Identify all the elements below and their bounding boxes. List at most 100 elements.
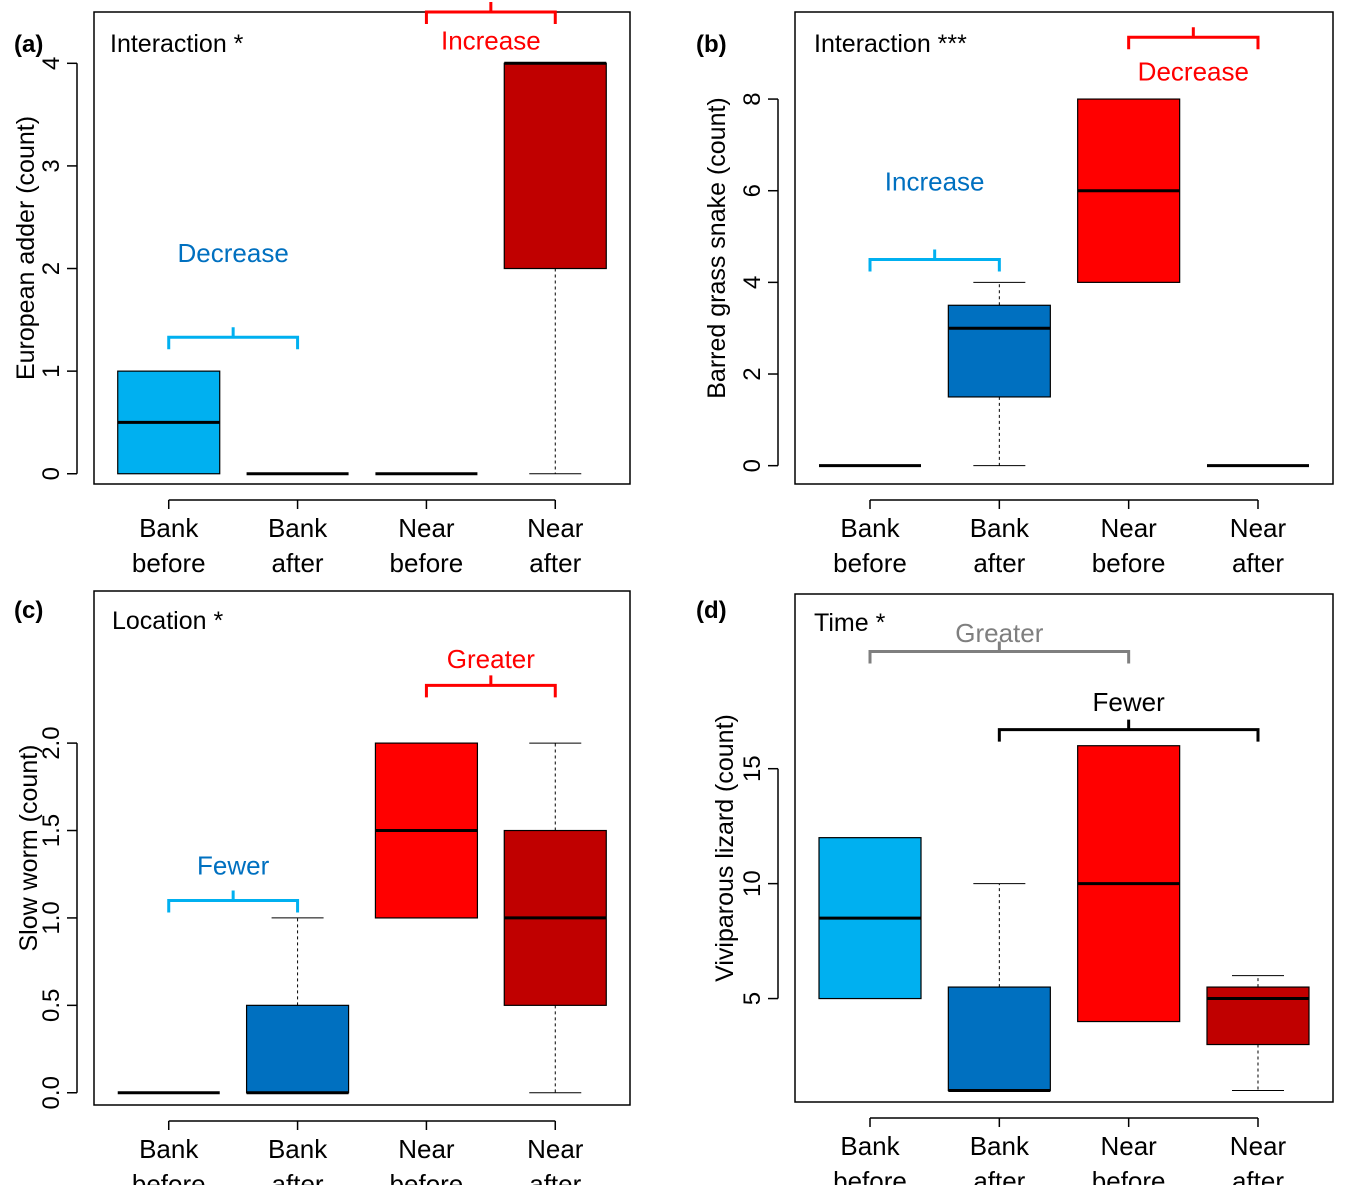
y-axis-label: Barred grass snake (count) [703,97,731,399]
x-tick-label-line1: Bank [970,1131,1030,1161]
x-tick-label-line2: after [272,1169,324,1185]
box-2 [374,742,479,919]
x-tick-label-line1: Near [1100,513,1157,543]
box-3 [503,742,607,1094]
x-tick-label-line1: Near [527,513,584,543]
panel-label: (c) [14,597,43,624]
x-tick-label-line1: Bank [139,513,199,543]
x-tick-label-line1: Bank [139,1134,199,1164]
bracket-1 [424,2,557,24]
bracket-label: Fewer [197,850,270,880]
box-3 [503,61,607,475]
box-body [503,62,607,270]
x-tick-label-line2: before [1092,548,1166,578]
y-tick-label: 0 [38,467,65,480]
x-tick-label-line1: Near [527,1134,584,1164]
y-tick-label: 0.0 [38,1076,65,1109]
box-0 [818,837,922,1000]
bracket-0 [868,249,1001,272]
panel-label: (b) [696,31,727,58]
y-tick-label: 5 [739,992,766,1005]
plot-frame [794,593,1334,1103]
x-tick-label-line1: Bank [268,513,328,543]
y-tick-label: 2 [739,367,766,380]
x-tick-label-line2: before [833,1166,907,1185]
x-tick-label-line2: before [833,548,907,578]
bracket-label: Decrease [178,238,289,268]
y-tick-label: 2 [38,262,65,275]
y-tick-label: 1.0 [38,901,65,934]
box-2 [1077,98,1181,283]
x-tick-label-line1: Bank [840,1131,900,1161]
y-tick-label: 8 [739,92,766,105]
x-tick-label-line2: before [1092,1166,1166,1185]
box-2 [1077,745,1181,1023]
plot-frame [93,11,631,485]
x-tick-label-line1: Bank [970,513,1030,543]
box-0 [117,370,221,475]
x-tick-label-line2: after [973,1166,1025,1185]
y-tick-label: 3 [38,159,65,172]
y-tick-label: 4 [739,276,766,289]
y-tick-label: 1 [38,364,65,377]
x-tick-label-line2: after [272,548,324,578]
y-tick-label: 6 [739,184,766,197]
bracket-1 [424,675,557,698]
plot-frame [93,590,631,1106]
box-1 [947,883,1051,1093]
box-3 [1206,975,1310,1092]
bracket-label: Increase [885,167,985,197]
y-axis-label: Viviparous lizard (count) [711,714,739,982]
x-tick-label-line1: Near [1230,513,1287,543]
y-tick-label: 0.5 [38,989,65,1022]
x-tick-label-line2: before [132,1169,206,1185]
x-tick-label-line2: after [529,1169,581,1185]
x-tick-label-line2: before [390,548,464,578]
significance-annotation: Location * [112,607,223,635]
bracket-label: Fewer [1093,687,1166,717]
bracket-1 [997,719,1260,742]
significance-annotation: Interaction *** [814,30,967,58]
y-tick-label: 15 [739,755,766,782]
bracket-label: Greater [955,618,1043,648]
panel-label: (a) [14,31,43,58]
x-tick-label-line1: Near [398,513,455,543]
x-tick-label-line1: Bank [840,513,900,543]
panel-b: (b) Interaction *** 0 2 4 6 8 Barred grass snak… [696,11,1334,578]
box-body [947,986,1051,1092]
x-tick-label-line2: before [390,1169,464,1185]
x-tick-label-line1: Bank [268,1134,328,1164]
panel-a: (a) Interaction * 0 1 2 3 4 European adder (cou… [12,2,631,578]
bracket-0 [167,890,300,913]
x-tick-label-line2: after [1232,548,1284,578]
panel-label: (d) [696,597,727,624]
x-tick-label-line2: after [1232,1166,1284,1185]
y-tick-label: 4 [38,57,65,70]
bracket-label: Greater [447,644,535,674]
box-body [245,1004,350,1094]
box-body [1206,986,1310,1046]
y-tick-label: 1.5 [38,814,65,847]
x-tick-label-line1: Near [1100,1131,1157,1161]
box-1 [947,281,1051,467]
y-axis-label: European adder (count) [12,116,40,380]
bracket-1 [1127,27,1260,50]
bracket-0 [167,327,300,350]
plot-frame [794,11,1334,485]
box-body [947,304,1051,398]
y-axis-label: Slow worm (count) [15,745,43,952]
bracket-0 [868,641,1131,664]
bracket-label: Decrease [1138,57,1249,87]
x-tick-label-line2: before [132,548,206,578]
significance-annotation: Interaction * [110,30,244,58]
x-tick-label-line2: after [529,548,581,578]
box-1 [245,917,350,1095]
x-tick-label-line1: Near [398,1134,455,1164]
x-tick-label-line1: Near [1230,1131,1287,1161]
y-tick-label: 2.0 [38,726,65,759]
y-tick-label: 10 [739,870,766,897]
bracket-label: Increase [441,26,541,56]
